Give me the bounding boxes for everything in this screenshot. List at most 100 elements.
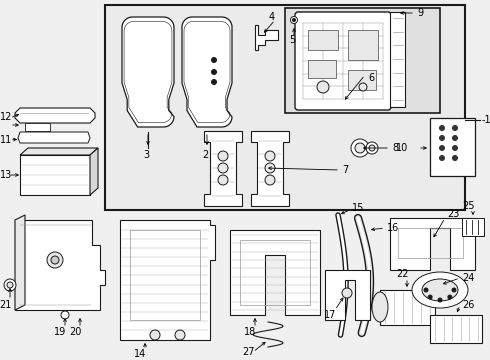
Ellipse shape: [422, 279, 458, 301]
Polygon shape: [15, 220, 105, 310]
Circle shape: [452, 126, 458, 130]
Circle shape: [366, 142, 378, 154]
Circle shape: [175, 330, 185, 340]
Bar: [430, 315, 482, 343]
Polygon shape: [251, 130, 289, 206]
Circle shape: [218, 175, 228, 185]
Bar: [105, 5, 465, 210]
Bar: [308, 30, 338, 50]
Bar: [380, 290, 435, 325]
Polygon shape: [20, 155, 90, 195]
Circle shape: [291, 17, 297, 23]
Circle shape: [438, 298, 442, 302]
Circle shape: [440, 126, 444, 130]
Ellipse shape: [372, 292, 388, 322]
Circle shape: [452, 288, 456, 292]
Circle shape: [424, 288, 428, 292]
Bar: [398, 228, 463, 258]
FancyBboxPatch shape: [295, 12, 391, 110]
Circle shape: [452, 156, 458, 161]
Circle shape: [265, 163, 275, 173]
Bar: [25, 123, 50, 131]
Polygon shape: [204, 130, 242, 206]
Text: 18: 18: [244, 327, 256, 337]
Circle shape: [293, 18, 295, 22]
Circle shape: [61, 311, 69, 319]
Circle shape: [265, 151, 275, 161]
Circle shape: [150, 330, 160, 340]
Circle shape: [351, 139, 369, 157]
Polygon shape: [325, 270, 370, 320]
Polygon shape: [20, 148, 98, 155]
Bar: [462, 218, 484, 236]
Text: 3: 3: [143, 150, 149, 160]
Bar: [430, 118, 475, 176]
Circle shape: [4, 279, 16, 291]
Text: 7: 7: [342, 165, 348, 175]
Polygon shape: [90, 148, 98, 195]
Circle shape: [212, 58, 217, 63]
Circle shape: [440, 156, 444, 161]
Text: 19: 19: [54, 327, 66, 337]
Circle shape: [369, 145, 375, 151]
Text: 23: 23: [447, 209, 460, 219]
Text: 16: 16: [387, 223, 399, 233]
Text: 8: 8: [392, 143, 398, 153]
Text: 25: 25: [462, 201, 474, 211]
Circle shape: [342, 288, 352, 298]
Polygon shape: [255, 25, 278, 50]
Polygon shape: [122, 17, 174, 127]
Bar: [240, 240, 310, 305]
Circle shape: [47, 252, 63, 268]
Circle shape: [218, 151, 228, 161]
Polygon shape: [390, 218, 475, 270]
Bar: [390, 12, 405, 107]
Polygon shape: [15, 215, 25, 310]
Circle shape: [359, 83, 367, 91]
Text: 15: 15: [352, 203, 365, 213]
Text: 13: 13: [0, 170, 12, 180]
Circle shape: [51, 256, 59, 264]
Text: 24: 24: [462, 273, 474, 283]
Text: 22: 22: [396, 269, 408, 279]
Circle shape: [317, 81, 329, 93]
Bar: [285, 8, 440, 113]
Text: 12: 12: [0, 112, 12, 122]
Text: 10: 10: [396, 143, 408, 153]
Circle shape: [7, 282, 13, 288]
Bar: [308, 60, 336, 78]
Circle shape: [265, 175, 275, 185]
Text: 26: 26: [462, 300, 474, 310]
Bar: [348, 30, 378, 60]
Ellipse shape: [412, 272, 468, 308]
Circle shape: [428, 295, 432, 299]
Circle shape: [355, 143, 365, 153]
Circle shape: [212, 80, 217, 85]
Polygon shape: [120, 220, 215, 340]
Text: 21: 21: [0, 300, 11, 310]
Text: 4: 4: [269, 12, 275, 22]
Text: 20: 20: [69, 327, 81, 337]
Circle shape: [218, 163, 228, 173]
Text: 9: 9: [417, 8, 423, 18]
Bar: [348, 70, 376, 90]
Polygon shape: [15, 108, 95, 123]
Circle shape: [452, 145, 458, 150]
Text: 11: 11: [0, 135, 12, 145]
Polygon shape: [18, 132, 90, 143]
Circle shape: [452, 135, 458, 140]
Circle shape: [448, 295, 452, 299]
Circle shape: [440, 135, 444, 140]
Circle shape: [440, 145, 444, 150]
Text: 6: 6: [368, 73, 374, 83]
Text: 17: 17: [324, 310, 336, 320]
Polygon shape: [230, 230, 320, 315]
Circle shape: [212, 69, 217, 75]
Bar: [130, 230, 200, 320]
Text: 5: 5: [289, 35, 295, 45]
Polygon shape: [182, 17, 232, 127]
Text: 27: 27: [242, 347, 254, 357]
Text: 2: 2: [202, 150, 208, 160]
Text: -1: -1: [482, 115, 490, 125]
Text: 14: 14: [134, 349, 146, 359]
